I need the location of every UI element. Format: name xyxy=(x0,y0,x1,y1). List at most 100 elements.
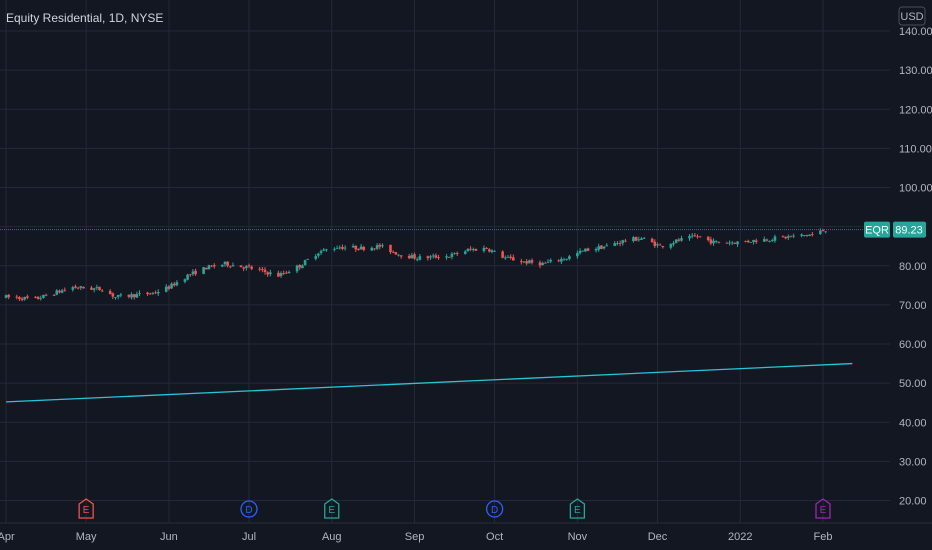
price-tick-label: 70.00 xyxy=(899,300,927,312)
candle xyxy=(306,258,310,260)
candle xyxy=(805,234,809,237)
candle-body xyxy=(341,247,344,249)
candle xyxy=(314,253,318,261)
candle-body xyxy=(282,272,286,274)
candle xyxy=(341,244,344,251)
candle-body xyxy=(135,294,139,298)
candle-body xyxy=(431,255,435,257)
candle-body xyxy=(696,236,699,238)
candle xyxy=(269,269,272,277)
candle xyxy=(520,258,523,265)
candle-body xyxy=(621,240,625,244)
candle xyxy=(413,252,416,260)
candle xyxy=(674,239,678,244)
dividend-marker[interactable]: D xyxy=(485,500,504,518)
candle xyxy=(541,261,544,266)
candle-body xyxy=(202,267,205,274)
dividend-marker[interactable]: D xyxy=(240,500,258,518)
candle-body xyxy=(698,236,702,238)
candle-body xyxy=(119,294,123,296)
candle-body xyxy=(520,261,523,263)
candle-body xyxy=(656,244,659,246)
candle-body xyxy=(733,243,737,244)
candle-body xyxy=(261,269,264,271)
indicator-layer xyxy=(6,362,853,403)
candle-body xyxy=(381,245,384,247)
candle-body xyxy=(717,241,721,243)
candle-body xyxy=(250,266,253,269)
candle-body xyxy=(618,243,622,244)
earnings-marker[interactable]: E xyxy=(78,498,94,519)
candle xyxy=(111,292,115,300)
candle xyxy=(301,264,304,269)
earnings-marker[interactable]: E xyxy=(815,498,831,519)
candle-body xyxy=(7,294,11,298)
candle xyxy=(522,260,526,264)
candle xyxy=(426,255,430,261)
candle xyxy=(661,245,665,249)
candle-body xyxy=(602,246,606,249)
candle xyxy=(768,240,771,243)
earnings-marker[interactable]: E xyxy=(324,498,340,519)
candle xyxy=(389,244,392,255)
candle xyxy=(52,293,56,296)
candle xyxy=(338,245,342,250)
candle-body xyxy=(586,248,590,251)
candle-body xyxy=(600,245,603,250)
candle-body xyxy=(212,265,216,267)
candle xyxy=(677,237,681,242)
candle-body xyxy=(394,252,398,255)
time-tick-label: 2022 xyxy=(728,531,752,543)
candle-body xyxy=(172,283,176,286)
last-price-label: 89.23 xyxy=(895,225,923,237)
currency-selector[interactable]: USD xyxy=(898,6,926,26)
candle xyxy=(600,245,603,250)
price-tick-label: 40.00 xyxy=(899,417,927,429)
earnings-marker-shape xyxy=(324,498,340,519)
candle xyxy=(76,286,80,290)
candle xyxy=(58,289,61,294)
candle-body xyxy=(544,262,547,264)
candle xyxy=(229,265,232,269)
candle-body xyxy=(399,255,403,257)
candles-layer xyxy=(4,228,827,302)
time-tick-label: Jul xyxy=(242,531,256,543)
candle xyxy=(18,296,21,301)
candle xyxy=(74,284,77,289)
candle xyxy=(733,241,737,245)
candle xyxy=(247,263,251,268)
candle xyxy=(490,249,494,254)
earnings-marker[interactable]: E xyxy=(569,498,586,519)
candle-body xyxy=(781,235,785,237)
candle-body xyxy=(351,245,355,248)
candle-body xyxy=(148,293,152,295)
candle-body xyxy=(762,239,766,242)
candle-body xyxy=(223,261,227,265)
time-axis[interactable]: Apr May Jun Jul Aug Sep Oct Nov Dec 2022 Feb xyxy=(0,522,932,543)
candle-body xyxy=(485,248,488,249)
candle xyxy=(127,294,131,299)
price-tick-label: 20.00 xyxy=(899,496,927,508)
candle xyxy=(688,234,691,241)
candle xyxy=(642,236,646,239)
candle xyxy=(800,233,803,238)
time-tick-label: Aug xyxy=(322,531,342,543)
candle xyxy=(714,240,718,244)
candle xyxy=(285,270,288,275)
candle-body xyxy=(445,256,448,258)
candle xyxy=(20,296,24,302)
candle xyxy=(749,242,753,243)
candle xyxy=(474,248,478,252)
price-axis[interactable]: 140.00 130.00 120.00 110.00 100.00 80.00 70.00… xyxy=(899,26,932,508)
candle-body xyxy=(303,260,307,266)
candle-body xyxy=(245,266,248,269)
candle xyxy=(656,242,659,248)
candle xyxy=(637,236,641,242)
dividend-marker-circle xyxy=(485,500,504,518)
candle-body xyxy=(613,243,617,246)
candle xyxy=(597,243,601,252)
candle-body xyxy=(322,249,326,251)
candle-body xyxy=(362,247,366,250)
candle-body xyxy=(116,294,120,297)
